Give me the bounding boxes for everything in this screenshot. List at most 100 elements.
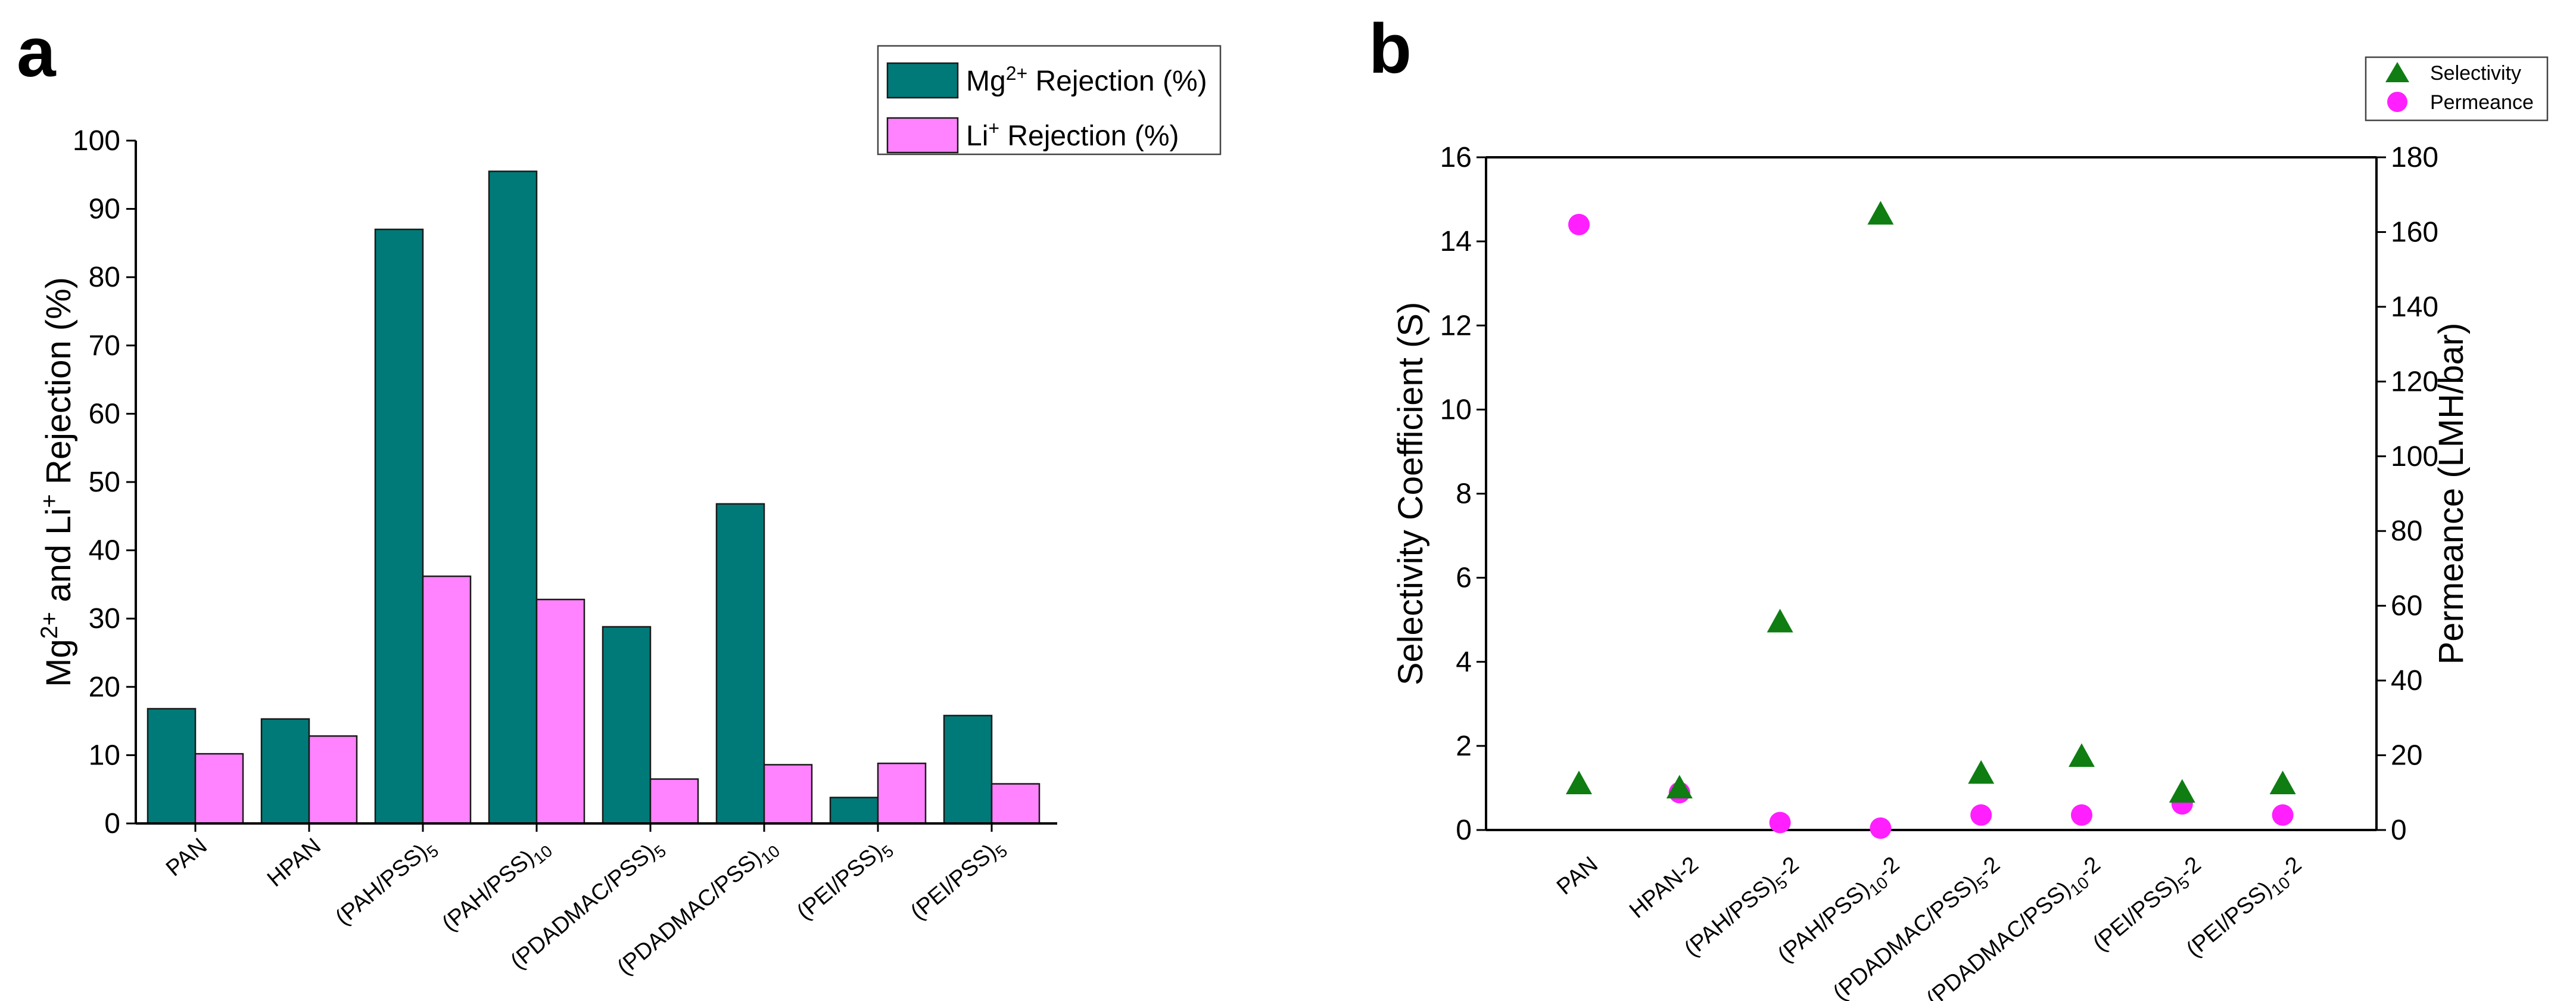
text-part: (PEI/PSS) (2182, 876, 2277, 962)
panel-a-y-tick-label: 50 (89, 467, 120, 498)
li-rejection-bar (422, 575, 472, 825)
mg-rejection-bar (374, 228, 424, 825)
panel-a-category-label: (PEI/PSS)5 (792, 834, 897, 928)
text-part: (PAH/PSS) (331, 840, 432, 931)
legend-label-li: Li+ Rejection (%) (966, 117, 1179, 152)
selectivity-point (2069, 743, 2095, 767)
panel-b-right-tick-label: 100 (2391, 441, 2438, 472)
li-rejection-bar (763, 764, 813, 825)
panel-a-legend: Mg2+ Rejection (%)Li+ Rejection (%) (877, 45, 1222, 156)
selectivity-point (1666, 775, 1693, 799)
panel-a-y-tick-label: 20 (89, 672, 120, 703)
panel-b-right-tick-label: 80 (2391, 515, 2422, 547)
panel-a-y-tick-label: 100 (73, 125, 120, 157)
panel-a-y-tick-label: 30 (89, 603, 120, 635)
mg-rejection-bar (715, 503, 765, 825)
text-part: + (36, 494, 63, 508)
panel-b-left-tick-label: 16 (1440, 142, 1472, 173)
permeance-point (2272, 804, 2294, 826)
mg-rejection-bar (260, 718, 310, 825)
mg-rejection-bar (147, 708, 197, 825)
legend-label-selectivity: Selectivity (2430, 62, 2521, 85)
panel-a-category-label: (PAH/PSS)10 (438, 834, 556, 940)
text-part: (PAH/PSS) (438, 845, 539, 937)
panel-b-right-tick-label: 120 (2391, 366, 2438, 397)
panel-a-y-tick-label: 0 (104, 808, 120, 840)
panel-a-y-tick-label: 40 (89, 535, 120, 567)
panel-b-left-tick-label: 12 (1440, 310, 1472, 341)
mg-rejection-bar (943, 714, 993, 825)
panel-b-right-tick-label: 180 (2391, 142, 2438, 173)
panel-a-y-tick-label: 60 (89, 398, 120, 430)
selectivity-point (1867, 201, 1894, 225)
permeance-point (1970, 804, 1992, 826)
panel-b-left-tick-label: 6 (1456, 562, 1472, 594)
legend-label-permeance: Permeance (2430, 91, 2534, 114)
mg-rejection-bar (602, 626, 652, 825)
selectivity-point (1968, 760, 1995, 784)
text-part: 2+ (1006, 63, 1027, 84)
text-part: (PAH/PSS) (1773, 876, 1874, 968)
panel-b-right-tick-label: 20 (2391, 740, 2422, 772)
panel-b-left-tick-label: 0 (1456, 815, 1472, 846)
panel-b-category-label: (PDADMAC/PSS)5-2 (1829, 852, 2008, 1001)
li-rejection-bar (308, 735, 358, 825)
mg-rejection-bar (488, 170, 538, 825)
panel-b-left-tick-label: 10 (1440, 394, 1472, 425)
panel-a-y-tick-label: 10 (89, 739, 120, 771)
panel-b-left-tick-label: 4 (1456, 646, 1472, 678)
text-part: HPAN-2 (1625, 852, 1703, 924)
text-part: Rejection (%) (39, 277, 78, 494)
text-part: Rejection (%) (999, 120, 1179, 152)
li-rejection-bar (194, 753, 244, 825)
text-part: (PEI/PSS) (792, 840, 887, 925)
legend-permeance-marker (2387, 92, 2407, 112)
text-part: (PAH/PSS) (1680, 871, 1781, 962)
panel-b-left-tick-label: 8 (1456, 478, 1472, 510)
permeance-point (2071, 804, 2092, 826)
text-part: Li (966, 120, 988, 152)
panel-a-y-axis-title: Mg2+ and Li+ Rejection (%) (36, 277, 78, 687)
panel-a-y-tick-label: 70 (89, 330, 120, 362)
panel-b-right-tick-label: 0 (2391, 815, 2407, 846)
li-rejection-bar (877, 762, 927, 825)
text-part: PAN (161, 834, 212, 882)
panel-b-legend: Selectivity Permeance (2365, 56, 2549, 122)
legend-selectivity-marker (2385, 62, 2409, 82)
panel-b-plot-area: 0246810121416020406080100120140160180PAN… (1391, 142, 2471, 1001)
permeance-point (1769, 812, 1791, 834)
panel-a-category-label: (PAH/PSS)5 (331, 834, 442, 934)
panel-b-right-tick-label: 40 (2391, 665, 2422, 697)
panel-b-category-label: HPAN-2 (1625, 852, 1703, 924)
panel-b-right-axis-title: Permeance (LMH/bar) (2432, 323, 2471, 665)
selectivity-point (2269, 770, 2296, 794)
panel-b-category-label: (PDADMAC/PSS)10-2 (1922, 852, 2108, 1001)
text-part: Mg (39, 639, 78, 687)
panel-b-right-tick-label: 160 (2391, 216, 2438, 248)
text-part: HPAN (263, 834, 326, 892)
panel-b-right-tick-label: 60 (2391, 590, 2422, 622)
text-part: Rejection (%) (1027, 66, 1207, 97)
permeance-point (1568, 213, 1590, 235)
panel-b-left-tick-label: 2 (1456, 730, 1472, 762)
panel-b-right-tick-label: 140 (2391, 291, 2438, 323)
text-part: (PEI/PSS) (906, 840, 1001, 925)
li-rejection-bar (990, 783, 1041, 825)
panel-b-left-tick-label: 14 (1440, 226, 1472, 257)
selectivity-point (1566, 770, 1592, 794)
text-part: (PEI/PSS) (2088, 871, 2183, 956)
panel-a-y-tick-label: 90 (89, 194, 120, 225)
panel-a-y-tick-label: 80 (89, 262, 120, 293)
panel-a-category-label: (PEI/PSS)5 (906, 834, 1011, 928)
panel-b-label: b (1369, 10, 1412, 88)
legend-swatch-li (886, 117, 959, 154)
panel-b-category-label: PAN (1552, 852, 1603, 900)
legend-swatch-mg (886, 62, 959, 99)
selectivity-point (1767, 608, 1793, 633)
text-part: PAN (1552, 852, 1603, 900)
text-part: 2+ (36, 612, 63, 639)
text-part: + (988, 117, 999, 139)
